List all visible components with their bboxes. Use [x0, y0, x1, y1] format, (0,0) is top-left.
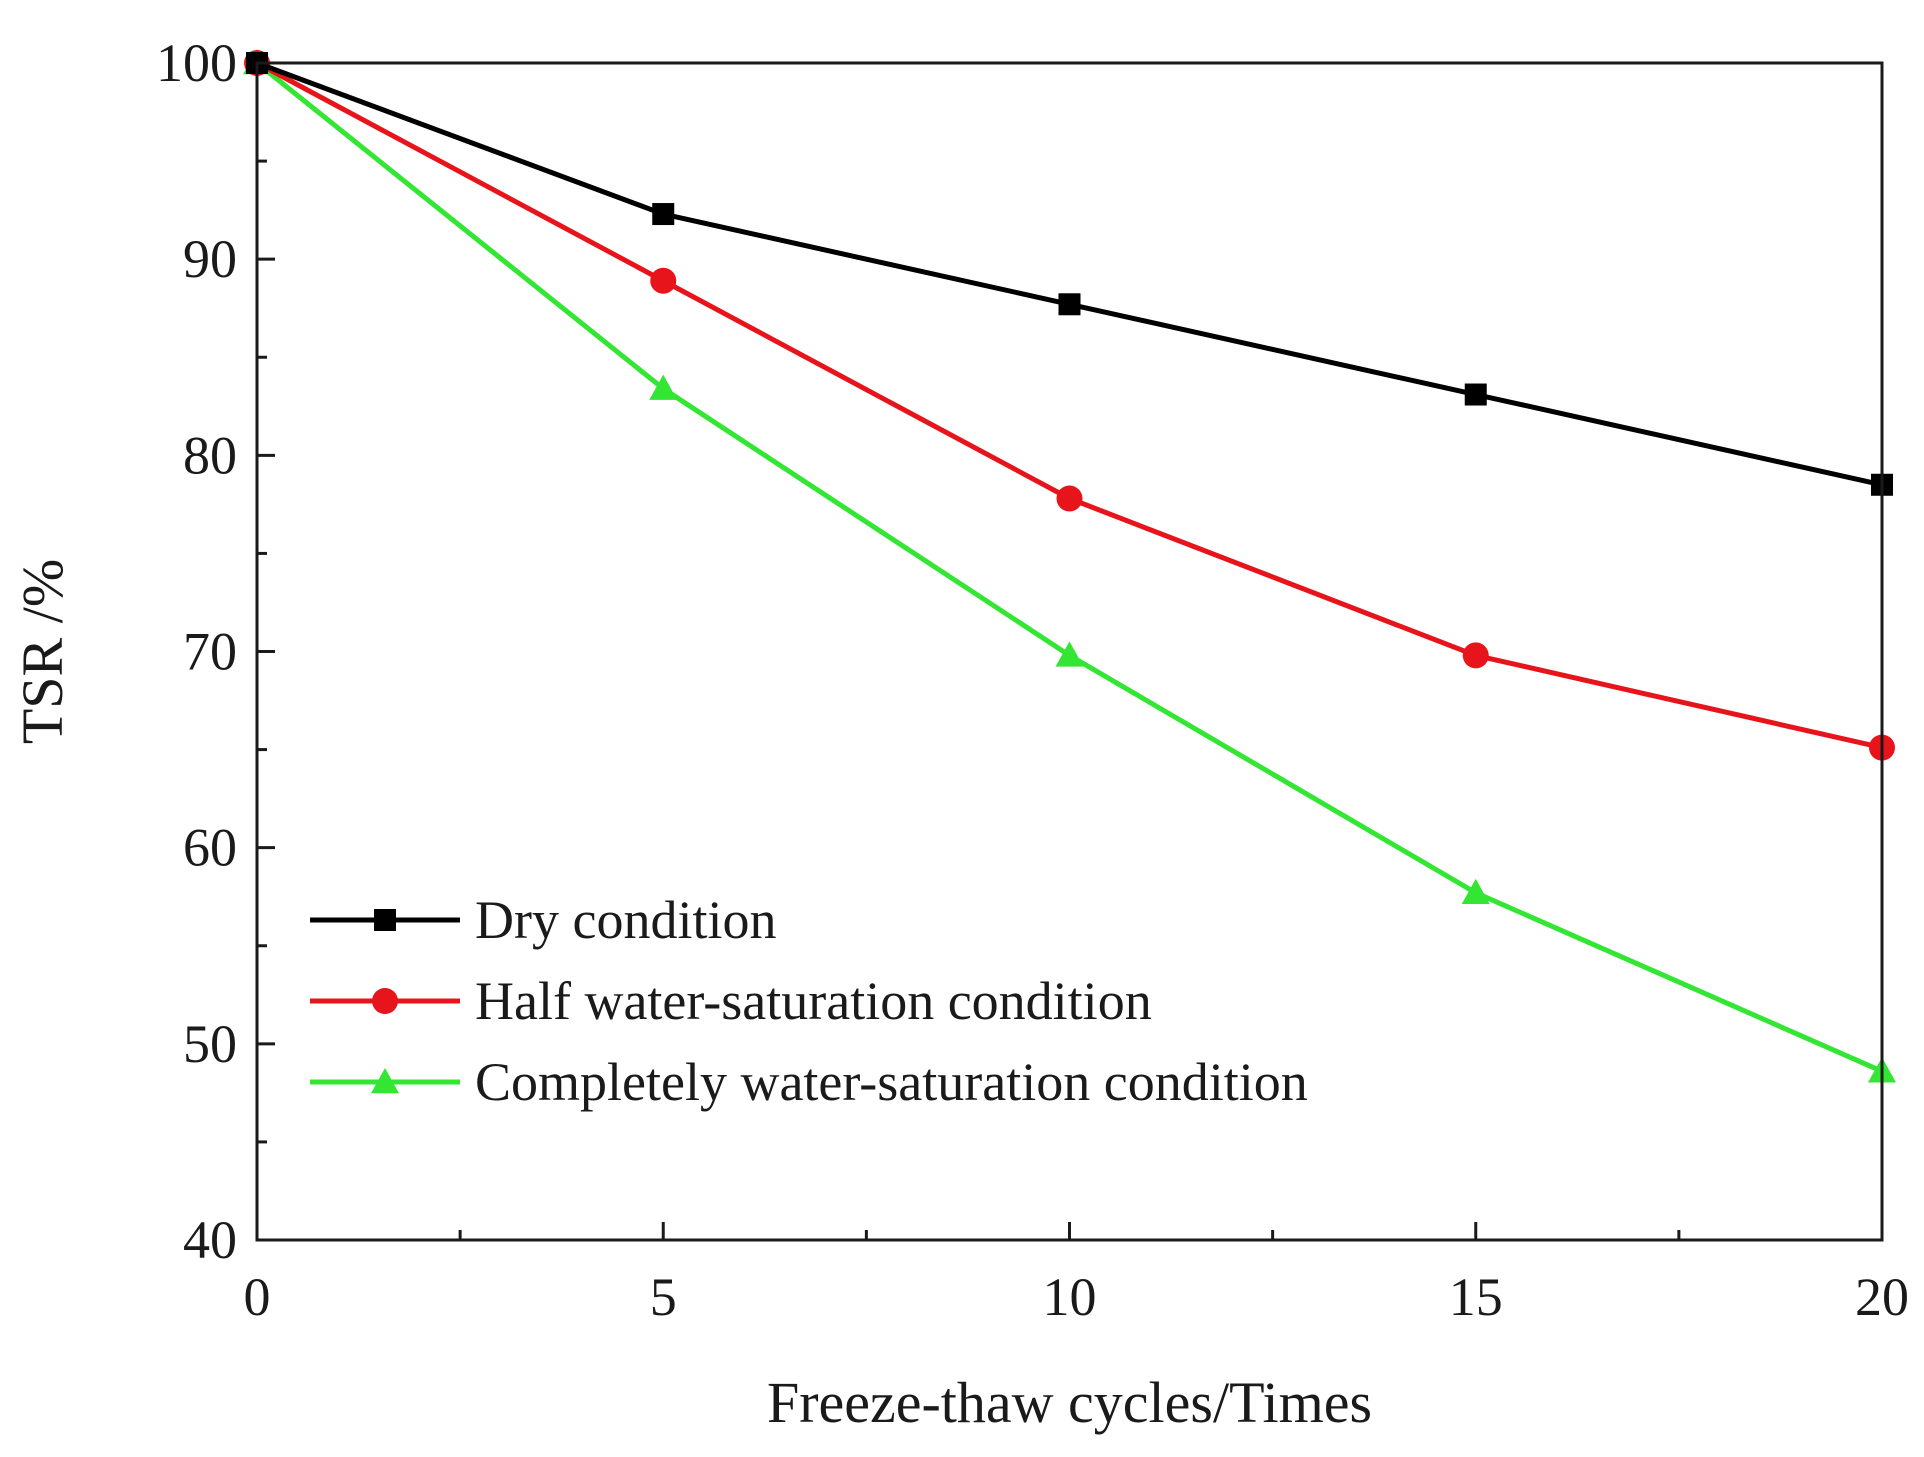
data-point: [1462, 642, 1489, 669]
x-tick-label: 15: [1449, 1267, 1503, 1327]
y-tick-label: 50: [183, 1014, 237, 1074]
legend-label: Completely water-saturation condition: [475, 1052, 1308, 1112]
y-tick-label: 60: [183, 818, 237, 878]
y-tick-label: 90: [183, 229, 237, 289]
data-point: [1056, 485, 1083, 512]
y-axis-title: TSR /%: [10, 559, 75, 744]
y-tick-label: 80: [183, 425, 237, 485]
data-point: [1461, 878, 1490, 904]
x-tick-label: 10: [1043, 1267, 1097, 1327]
data-point: [650, 267, 677, 294]
legend-marker: [371, 1068, 399, 1094]
x-axis-title: Freeze-thaw cycles/Times: [767, 1370, 1372, 1435]
legend-label: Dry condition: [475, 890, 776, 950]
data-point: [1055, 641, 1084, 667]
data-point: [652, 203, 675, 226]
y-tick-label: 40: [183, 1210, 237, 1270]
x-tick-label: 0: [244, 1267, 271, 1327]
series-line: [256, 60, 1883, 488]
y-tick-label: 100: [156, 33, 237, 93]
legend: Dry condition Half water-saturation condi…: [310, 890, 1308, 1112]
data-point: [1058, 293, 1081, 316]
legend-label: Half water-saturation condition: [475, 971, 1152, 1031]
x-tick-label: 5: [650, 1267, 677, 1327]
legend-marker: [374, 909, 396, 931]
legend-marker: [372, 988, 398, 1014]
x-tick-label: 20: [1855, 1267, 1909, 1327]
legend-item: Completely water-saturation condition: [310, 1052, 1308, 1112]
data-point: [649, 374, 678, 400]
data-point: [1464, 383, 1487, 406]
y-tick-label: 70: [183, 622, 237, 682]
legend-item: Dry condition: [310, 890, 776, 950]
tick-layer: 0 5 10 15 20 40 50 60 70 80 90 100: [156, 33, 1909, 1327]
series-1: [246, 52, 1893, 496]
legend-item: Half water-saturation condition: [310, 971, 1152, 1031]
